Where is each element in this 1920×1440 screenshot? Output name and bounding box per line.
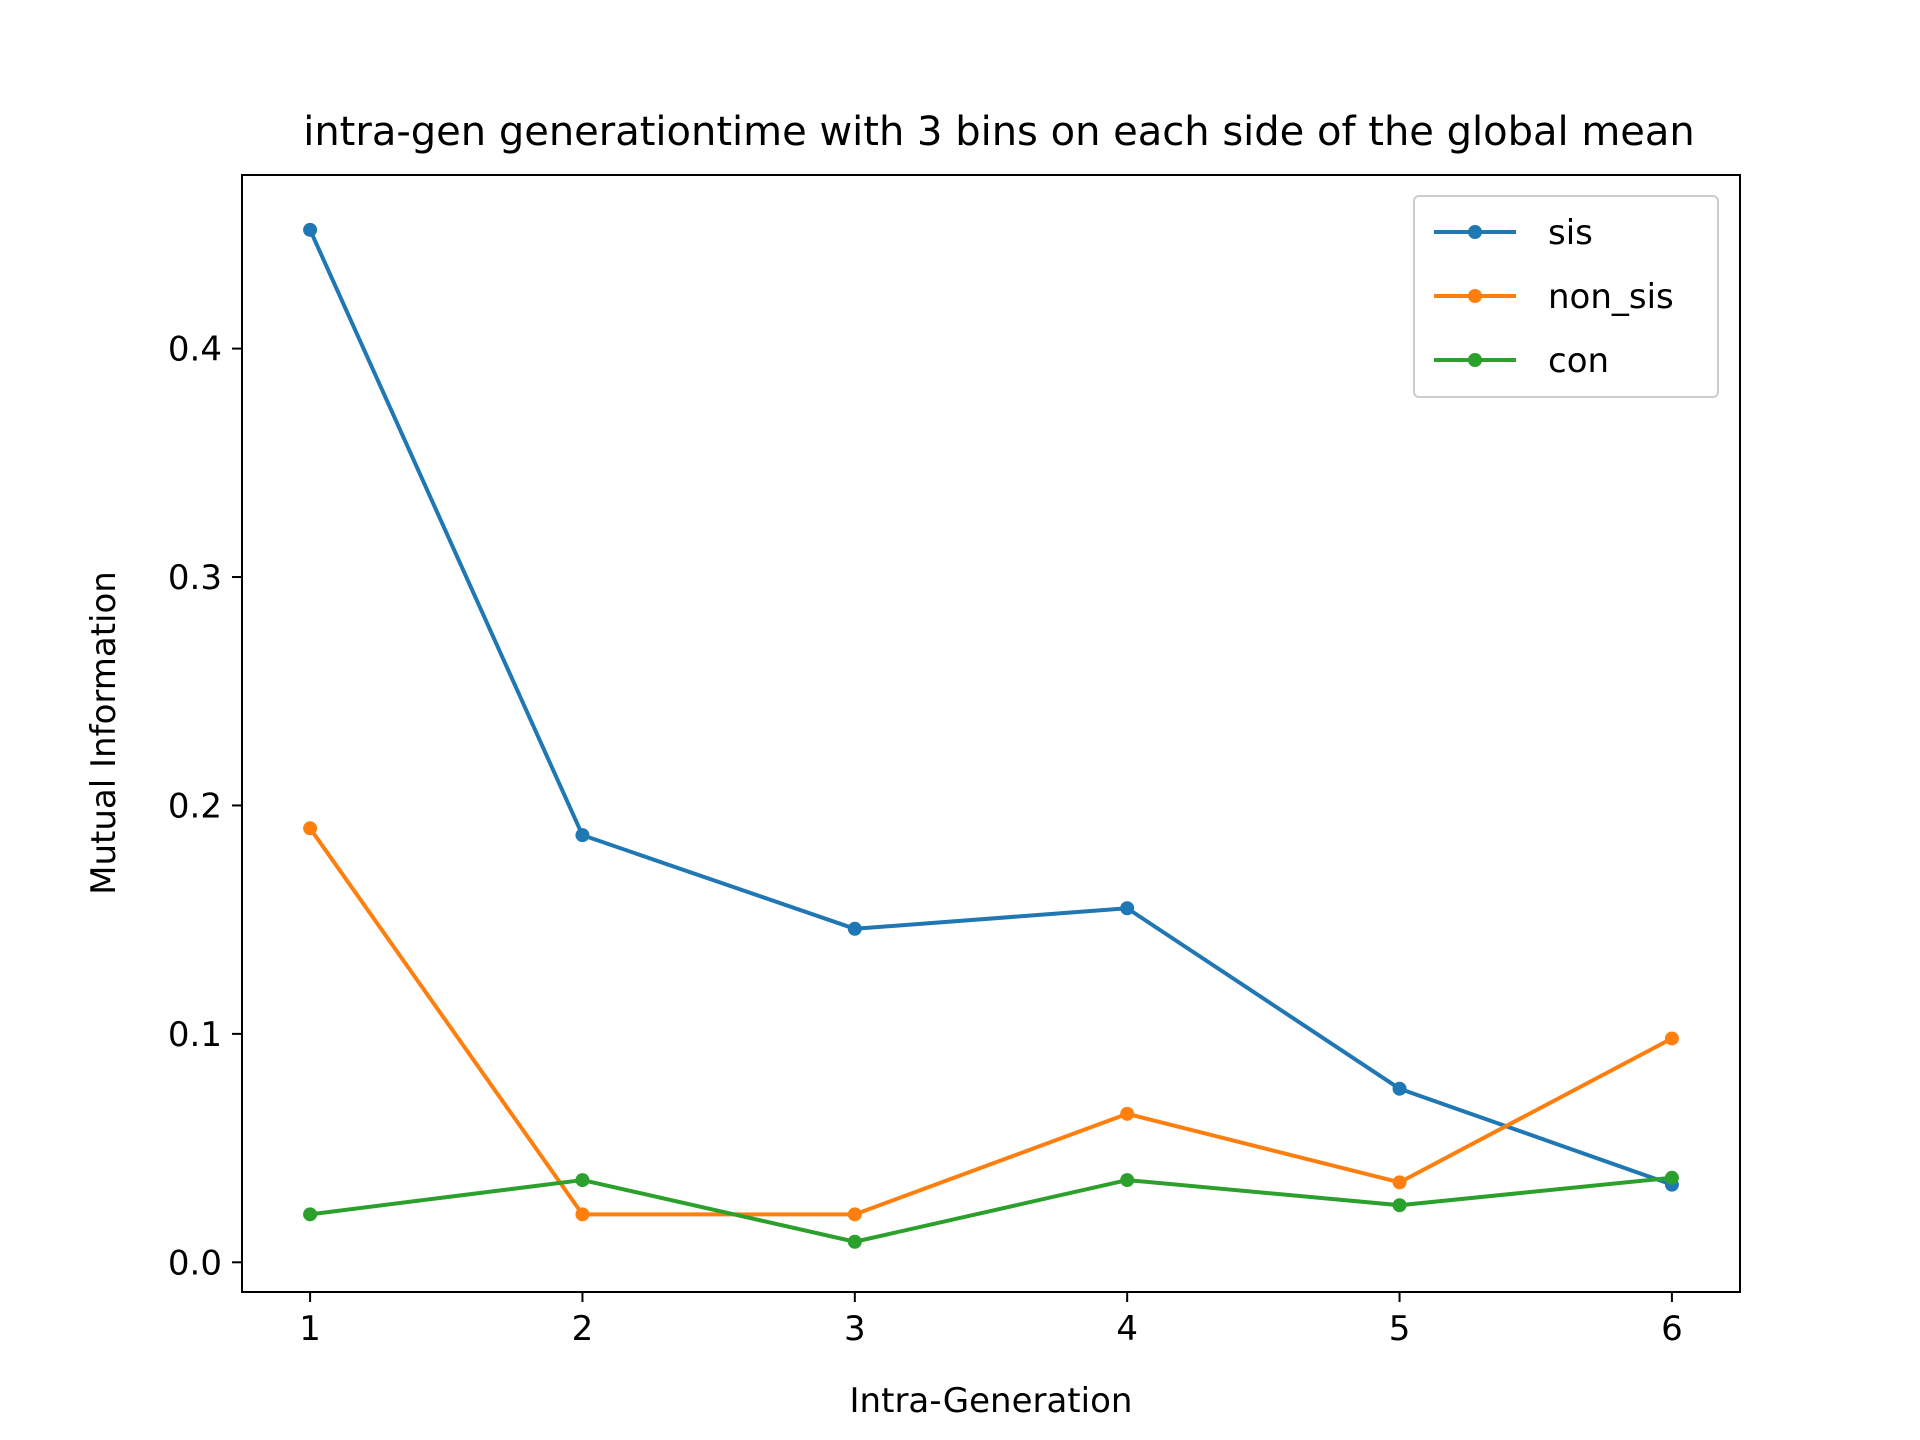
legend-label-con: con: [1548, 341, 1609, 381]
y-tick-label: 0.0: [168, 1243, 222, 1283]
y-tick-label: 0.3: [168, 558, 222, 598]
legend-label-sis: sis: [1548, 213, 1593, 253]
data-point-sis: [848, 922, 862, 936]
data-point-non_sis: [575, 1207, 589, 1221]
x-tick-label: 3: [844, 1309, 866, 1349]
data-point-non_sis: [303, 821, 317, 835]
data-point-non_sis: [1665, 1031, 1679, 1045]
data-point-sis: [1393, 1082, 1407, 1096]
data-point-con: [575, 1173, 589, 1187]
data-point-con: [1665, 1171, 1679, 1185]
y-axis-label: Mutual Information: [84, 571, 124, 895]
legend-marker-sis: [1468, 225, 1482, 239]
y-tick-label: 0.4: [168, 330, 222, 370]
x-tick-label: 5: [1389, 1309, 1411, 1349]
y-tick-label: 0.2: [168, 786, 222, 826]
data-point-con: [1393, 1198, 1407, 1212]
data-point-con: [1120, 1173, 1134, 1187]
data-point-sis: [1120, 901, 1134, 915]
data-point-non_sis: [1393, 1175, 1407, 1189]
x-tick-label: 2: [572, 1309, 594, 1349]
legend-marker-non_sis: [1468, 289, 1482, 303]
legend-marker-con: [1468, 353, 1482, 367]
data-point-non_sis: [1120, 1107, 1134, 1121]
y-tick-label: 0.1: [168, 1015, 222, 1055]
data-point-sis: [303, 223, 317, 237]
data-point-non_sis: [848, 1207, 862, 1221]
data-point-con: [848, 1235, 862, 1249]
data-point-con: [303, 1207, 317, 1221]
chart-title: intra-gen generationtime with 3 bins on …: [303, 109, 1695, 155]
x-axis-label: Intra-Generation: [850, 1381, 1133, 1421]
x-tick-label: 4: [1116, 1309, 1138, 1349]
legend-label-non_sis: non_sis: [1548, 277, 1674, 317]
data-point-sis: [575, 828, 589, 842]
x-tick-label: 6: [1661, 1309, 1683, 1349]
x-tick-label: 1: [299, 1309, 321, 1349]
